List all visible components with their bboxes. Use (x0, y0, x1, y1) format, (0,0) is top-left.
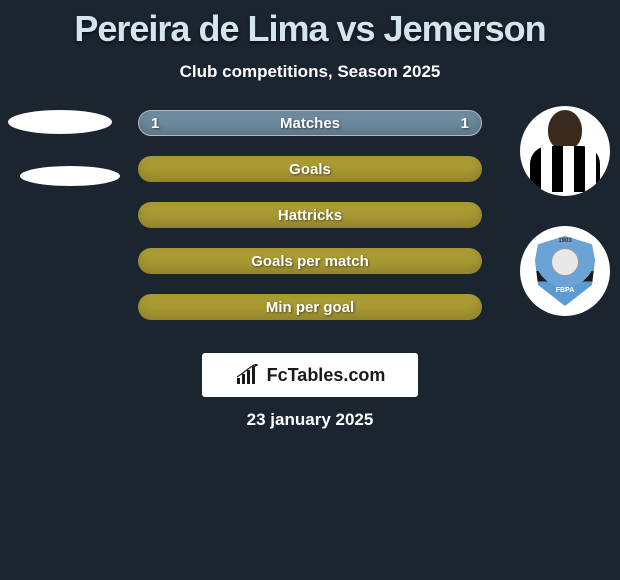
player-left-avatar-placeholder-2 (20, 166, 120, 186)
player-right-club-badge: 1903 FBPA (520, 226, 610, 316)
stat-bar-min-per-goal: Min per goal (138, 294, 482, 320)
comparison-content: 1903 FBPA 1 Matches 1 Goals Hattricks Go… (0, 110, 620, 360)
badge-year: 1903 (558, 238, 571, 244)
stat-bar-goals: Goals (138, 156, 482, 182)
stat-label: Min per goal (266, 299, 354, 316)
stat-bar-hattricks: Hattricks (138, 202, 482, 228)
stat-label: Goals per match (251, 253, 369, 270)
stat-label: Matches (280, 115, 340, 132)
player-right-avatar (520, 106, 610, 196)
stats-bars: 1 Matches 1 Goals Hattricks Goals per ma… (138, 110, 482, 340)
stat-right-value: 1 (461, 115, 469, 132)
stat-label: Hattricks (278, 207, 342, 224)
brand-label: FcTables.com (267, 365, 386, 386)
badge-ball-icon (551, 248, 579, 276)
bar-chart-icon (235, 364, 261, 386)
badge-acronym: FBPA (556, 287, 575, 294)
stat-left-value: 1 (151, 115, 159, 132)
brand-attribution: FcTables.com (202, 353, 418, 397)
comparison-subtitle: Club competitions, Season 2025 (0, 62, 620, 82)
player-left-avatar-placeholder-1 (8, 110, 112, 134)
snapshot-date: 23 january 2025 (0, 410, 620, 430)
stat-label: Goals (289, 161, 331, 178)
stat-bar-goals-per-match: Goals per match (138, 248, 482, 274)
comparison-title: Pereira de Lima vs Jemerson (0, 0, 620, 50)
avatar-head (548, 110, 582, 150)
stat-bar-matches: 1 Matches 1 (138, 110, 482, 136)
avatar-jersey (530, 146, 600, 192)
